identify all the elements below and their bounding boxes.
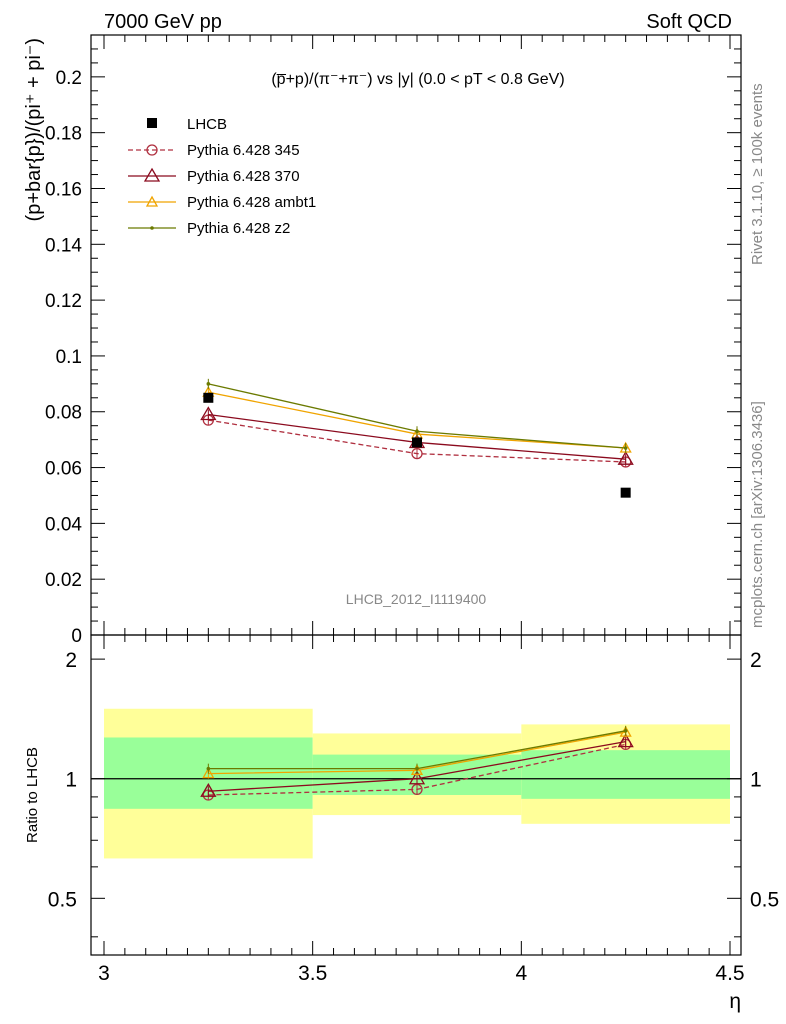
x-tick-label: 4 — [515, 962, 527, 985]
pythia-370-point — [617, 450, 634, 465]
main-plot-title: (p̅+p)/(π⁻+π⁻) vs |y| (0.0 < pT < 0.8 Ge… — [271, 71, 564, 88]
y-tick-label: 0.2 — [56, 68, 82, 89]
analysis-watermark: LHCB_2012_I1119400 — [346, 591, 487, 607]
ratio-tick-label-right: 2 — [750, 649, 762, 672]
lhcb-data-point — [412, 437, 422, 448]
lhcb-data-point — [203, 392, 214, 403]
ratio-pythia-z2-point — [206, 766, 211, 771]
pythia-z2-point — [623, 446, 628, 450]
legend-marker-lhcb — [147, 118, 157, 128]
ratio-y-axis-label: Ratio to LHCB — [24, 747, 41, 843]
y-tick-label: 0.04 — [45, 514, 82, 535]
ratio-tick-label-right: 0.5 — [750, 888, 779, 911]
pythia-345-point — [411, 447, 423, 460]
legend-label-345: Pythia 6.428 345 — [187, 142, 300, 159]
ratio-pythia-z2-point — [415, 766, 419, 771]
y-tick-label: 0.14 — [45, 235, 82, 256]
main-plot-area — [91, 35, 741, 636]
ratio-pythia-370-point — [200, 782, 217, 797]
ratio-y-tick-labels: 0.5 1 2 0.5 1 2 — [48, 649, 779, 911]
y-tick-label: 0.16 — [45, 179, 82, 200]
ratio-pythia-z2-point — [623, 729, 628, 733]
ratio-tick-label-right: 1 — [750, 769, 762, 792]
ratio-tick-label: 0.5 — [48, 888, 77, 911]
pythia-z2-point — [415, 429, 419, 434]
legend-label-370: Pythia 6.428 370 — [187, 168, 300, 185]
y-tick-label: 0 — [71, 626, 82, 647]
mcplots-label: mcplots.cern.ch [arXiv:1306.3436] — [749, 401, 766, 628]
pythia-370-point — [200, 406, 217, 421]
y-tick-label: 0.06 — [45, 459, 82, 480]
ratio-plot-area — [91, 635, 741, 955]
pythia-z2-point — [206, 382, 211, 386]
y-tick-label: 0.1 — [56, 347, 82, 368]
ratio-pythia-345-point — [411, 783, 423, 796]
ratio-tick-label: 1 — [65, 769, 77, 792]
rivet-label: Rivet 3.1.10, ≥ 100k events — [749, 83, 766, 265]
legend-marker-345 — [146, 144, 158, 156]
lhcb-data-point — [620, 487, 631, 498]
legend-marker-370 — [143, 167, 161, 182]
main-y-axis-label: (p+bar{p})/(pi⁺ + pi⁻) — [23, 38, 45, 221]
y-tick-label: 0.18 — [45, 124, 82, 145]
y-tick-label: 0.02 — [45, 570, 82, 591]
y-tick-label: 0.08 — [45, 403, 82, 424]
legend-label-ambt1: Pythia 6.428 ambt1 — [187, 194, 316, 211]
legend-marker-z2 — [150, 226, 154, 230]
legend-label-z2: Pythia 6.428 z2 — [187, 220, 290, 237]
x-axis-label: η — [729, 990, 741, 1013]
ratio-pythia-ambt1-point — [410, 763, 424, 775]
ratio-pythia-370-point — [408, 770, 426, 785]
ratio-tick-label: 2 — [65, 649, 77, 672]
x-tick-label: 4.5 — [715, 962, 744, 985]
uncertainty-band-inner — [521, 750, 730, 799]
legend-marker-ambt1 — [145, 195, 159, 207]
x-tick-labels: 3 3.5 4 4.5 — [98, 962, 744, 985]
ratio-pythia-ambt1-point — [202, 767, 215, 779]
x-tick-label: 3.5 — [298, 962, 327, 985]
y-tick-label: 0.12 — [45, 291, 82, 312]
header-energy: 7000 GeV pp — [104, 11, 222, 33]
header-category: Soft QCD — [646, 11, 732, 33]
ratio-pythia-370-point — [617, 733, 634, 748]
main-y-tick-labels: 0 0.02 0.04 0.06 0.08 0.1 0.12 0.14 0.16… — [45, 68, 82, 647]
x-tick-label: 3 — [98, 962, 110, 985]
ratio-plot-frame — [90, 634, 742, 956]
legend-label-lhcb: LHCB — [187, 116, 227, 133]
legend: LHCB Pythia 6.428 345 Pythia 6.428 370 P… — [128, 116, 316, 237]
